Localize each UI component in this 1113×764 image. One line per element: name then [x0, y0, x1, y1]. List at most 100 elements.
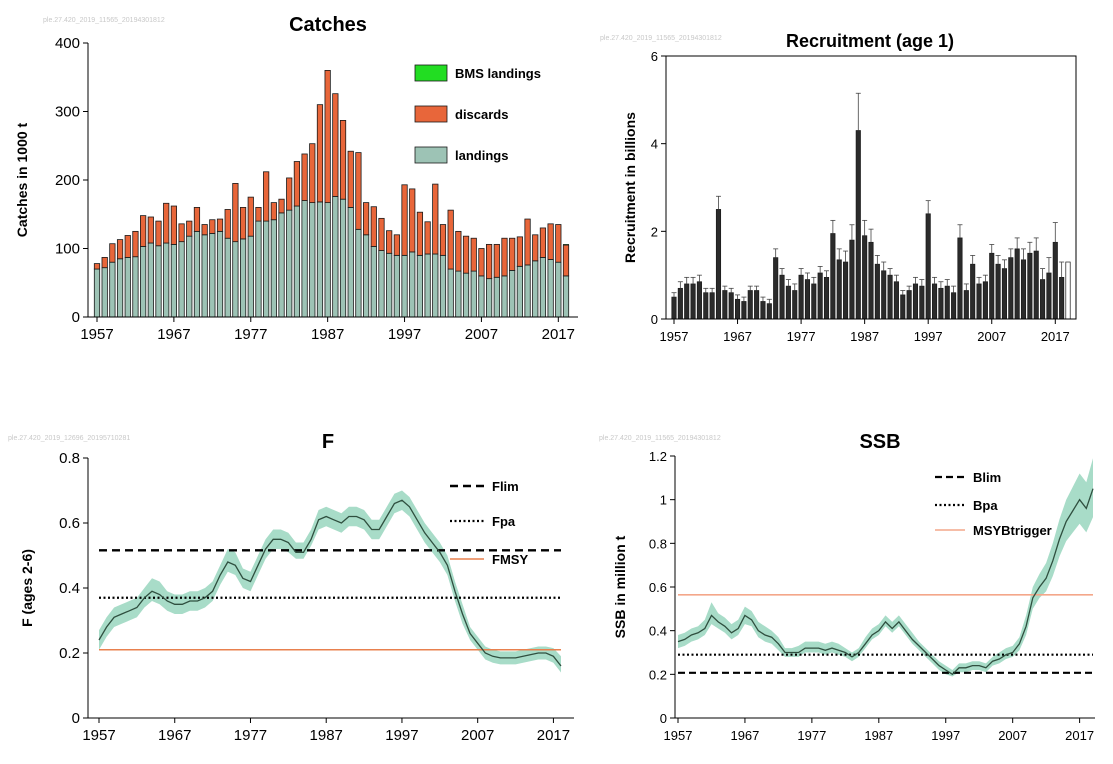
legend-label: discards [455, 107, 508, 122]
recruitment-bar [823, 277, 830, 320]
y-tick-label: 0 [72, 309, 80, 326]
landings-bar [132, 256, 139, 318]
recruitment-bar [900, 294, 906, 320]
x-tick-label: 2017 [542, 326, 575, 343]
discards-bar [370, 206, 377, 247]
recruitment-bar [734, 298, 741, 320]
discards-bar [124, 235, 131, 258]
y-tick-label: 0.6 [59, 515, 80, 532]
recruitment-bar [887, 274, 893, 320]
discards-bar [401, 184, 408, 256]
recruitment-bar [893, 281, 899, 320]
discards-bar [439, 224, 447, 256]
x-tick-label: 2017 [537, 727, 570, 744]
f-chart: ple.27.420_2019_12696_20195710281 F F (age… [8, 431, 574, 744]
recruitment-bar [690, 283, 696, 320]
recruitment-bar [989, 252, 995, 320]
landings-bar [424, 253, 431, 318]
landings-bar [332, 196, 339, 318]
landings-bar [255, 220, 262, 318]
y-tick-label: 100 [55, 241, 80, 258]
recruitment-bar [1065, 261, 1071, 320]
discards-bar [278, 198, 285, 214]
landings-bar [509, 270, 516, 318]
recruitment-bar [684, 283, 690, 320]
recruitment-bar [754, 290, 760, 320]
recruitment-bar [862, 235, 868, 320]
recruitment-bar [1014, 248, 1020, 320]
y-tick-label: 6 [651, 49, 658, 64]
y-tick-label: 300 [55, 104, 80, 121]
recruitment-bar [925, 213, 931, 320]
x-tick-label: 1977 [797, 728, 826, 743]
recruitment-bar [963, 290, 969, 320]
legend-label: landings [455, 148, 508, 163]
discards-bar [101, 257, 108, 269]
landings-bar [101, 267, 108, 318]
recruitment-bar [944, 285, 950, 320]
recruitment-bar [906, 290, 912, 320]
landings-bar [278, 212, 285, 318]
ssb-panel: ple.27.420_2019_11565_20194301812 SSB SSB … [590, 420, 1110, 764]
landings-bar [478, 275, 485, 318]
x-tick-label: 1977 [234, 727, 267, 744]
discards-bar [140, 215, 147, 247]
recruitment-bar [919, 285, 925, 320]
chart-title: Recruitment (age 1) [786, 31, 954, 51]
recruitment-bar [843, 261, 849, 320]
legend-label: Blim [973, 470, 1001, 485]
x-tick-label: 1967 [157, 326, 190, 343]
discards-bar [555, 224, 562, 263]
x-tick-label: 1967 [158, 727, 191, 744]
watermark: ple.27.420_2019_11565_20194301812 [600, 35, 722, 42]
y-tick-label: 0.2 [59, 645, 80, 662]
x-tick-label: 2007 [977, 329, 1006, 344]
discards-bar [547, 223, 554, 260]
discards-bar [178, 223, 185, 243]
landings-bar [93, 268, 101, 318]
landings-bar [347, 206, 354, 318]
discards-bar [355, 152, 362, 230]
discards-bar [263, 171, 270, 222]
discards-bar [455, 230, 462, 272]
recruitment-bar [1040, 279, 1046, 320]
recruitment-bar [849, 239, 855, 320]
x-tick-label: 1987 [310, 727, 343, 744]
discards-bar [447, 209, 454, 270]
landings-bar [232, 241, 239, 318]
landings-bar [462, 272, 470, 318]
recruitment-bar [728, 292, 734, 320]
y-axis-label: Recruitment in billions [622, 112, 638, 263]
plot-frame [665, 55, 1077, 320]
y-tick-label: 0.8 [649, 536, 667, 551]
watermark: ple.27.420_2019_11565_20194301812 [599, 435, 721, 442]
x-tick-label: 2017 [1041, 329, 1070, 344]
landings-bar [247, 235, 254, 318]
x-tick-label: 1957 [82, 727, 115, 744]
recruitment-bar [817, 272, 823, 320]
landings-bar [409, 251, 416, 318]
y-axis-label: F (ages 2-6) [19, 549, 35, 627]
y-tick-label: 0 [651, 312, 658, 327]
landings-bar [378, 250, 385, 318]
landings-bar [562, 275, 570, 318]
discards-bar [93, 263, 101, 270]
discards-bar [470, 237, 477, 272]
discards-bar [232, 183, 239, 243]
landings-bar [178, 241, 185, 318]
landings-bar [386, 252, 393, 318]
landings-bar [532, 260, 539, 318]
landings-bar [555, 261, 562, 318]
y-tick-label: 4 [651, 137, 658, 152]
discards-bar [524, 218, 531, 266]
y-tick-label: 0.6 [649, 580, 667, 595]
y-axis-label: SSB in million t [612, 535, 628, 638]
recruitment-bar [766, 303, 772, 320]
discards-bar [393, 234, 400, 256]
landings-bar [116, 258, 124, 318]
recruitment-bar [1001, 268, 1008, 320]
x-tick-label: 1957 [660, 329, 689, 344]
discards-bar [462, 235, 470, 274]
discards-bar [309, 143, 316, 204]
landings-bar [186, 235, 193, 318]
